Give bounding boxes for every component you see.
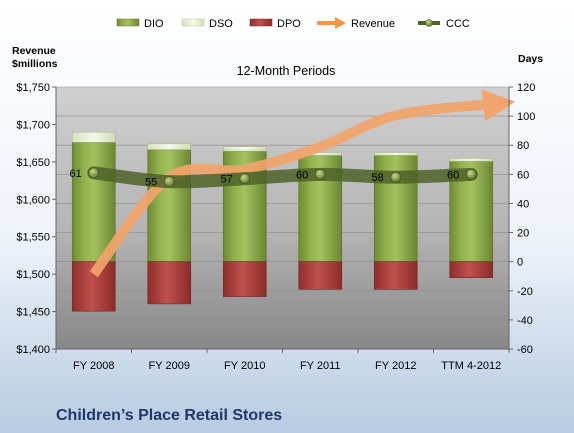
bar-dso[interactable] — [222, 146, 267, 152]
ccc-point[interactable] — [465, 169, 477, 180]
legend-item-dso[interactable]: DSO — [181, 18, 233, 30]
ccc-data-label: 58 — [372, 172, 384, 184]
legend-arrow-revenue — [335, 17, 346, 29]
bar-series — [71, 131, 494, 312]
y-left-tick-label: $1,600 — [16, 194, 50, 206]
y-left-tick-label: $1,550 — [16, 232, 50, 244]
ccc-data-label: 57 — [221, 174, 233, 186]
y-right-tick-label: -40 — [517, 315, 533, 327]
x-tick-label: FY 2011 — [300, 360, 341, 372]
axes: $1,400 $1,450 $1,500 $1,550 $1,600 $1,650 $1,7… — [16, 82, 535, 372]
y-right-tick-label: 120 — [517, 82, 535, 94]
ccc-point[interactable] — [88, 167, 100, 179]
y-right-tick-label: -20 — [517, 286, 533, 298]
bar-dpo[interactable] — [298, 261, 343, 290]
legend-label-revenue: Revenue — [351, 18, 395, 30]
y-right-tick-label: 20 — [517, 228, 529, 240]
ccc-line[interactable] — [87, 166, 478, 189]
legend-label-dio: DIO — [144, 18, 164, 30]
legend-label-dso: DSO — [209, 18, 233, 30]
ccc-point[interactable] — [390, 171, 402, 183]
bar-dso[interactable] — [71, 131, 116, 143]
revenue-line[interactable] — [89, 89, 516, 278]
legend-item-ccc[interactable]: CCC — [418, 18, 470, 30]
y-left-tick-label: $1,450 — [16, 307, 50, 319]
bar-dso[interactable] — [373, 152, 418, 156]
ccc-data-label: 60 — [447, 169, 459, 181]
chart-title: 12-Month Periods — [237, 64, 336, 78]
ccc-data-label: 55 — [145, 177, 157, 189]
y-left-tick-label: $1,500 — [16, 269, 50, 281]
legend-swatch-dso — [181, 18, 205, 27]
ccc-point[interactable] — [163, 176, 175, 187]
x-tick-label: FY 2008 — [73, 360, 114, 372]
legend: DIO DSO DPO Revenue CCC — [116, 17, 470, 30]
legend-item-revenue[interactable]: Revenue — [317, 17, 395, 30]
chart-subtitle: Children’s Place Retail Stores — [56, 407, 282, 424]
bar-dpo[interactable] — [147, 261, 192, 305]
x-tick-label: FY 2009 — [149, 360, 190, 372]
y-left-tick-label: $1,750 — [16, 82, 50, 94]
legend-label-dpo: DPO — [277, 18, 301, 30]
ccc-point[interactable] — [314, 169, 326, 180]
ccc-series: 61 55 57 60 58 60 — [70, 166, 478, 189]
y-right-tick-label: 40 — [517, 198, 529, 210]
y-right-tick-label: 100 — [517, 111, 535, 123]
y-right-tick-label: 80 — [517, 140, 529, 152]
revenue-series — [89, 89, 516, 278]
y-left-tick-label: $1,400 — [16, 344, 50, 356]
plot-area — [56, 87, 509, 349]
y-right-label: Days — [518, 53, 543, 65]
y-left-label-line1: Revenue — [12, 45, 56, 57]
ccc-data-label: 61 — [70, 168, 82, 180]
x-tick-label: TTM 4-2012 — [441, 360, 501, 372]
y-left-tick-label: $1,650 — [16, 157, 50, 169]
y-right-tick-label: 60 — [517, 169, 529, 181]
bar-dpo[interactable] — [71, 261, 116, 312]
legend-item-dpo[interactable]: DPO — [249, 18, 301, 30]
legend-swatch-dio — [116, 18, 140, 27]
legend-item-dio[interactable]: DIO — [116, 18, 164, 30]
y-left-label-line2: $millions — [12, 58, 58, 70]
bar-dpo[interactable] — [373, 261, 418, 290]
y-right-tick-label: -60 — [517, 344, 533, 356]
legend-label-ccc: CCC — [446, 18, 470, 30]
y-left-tick-label: $1,700 — [16, 119, 50, 131]
ccc-data-label: 60 — [296, 169, 308, 181]
bar-dso[interactable] — [147, 143, 192, 150]
bar-dpo[interactable] — [449, 261, 494, 278]
x-tick-label: FY 2010 — [224, 360, 265, 372]
legend-swatch-dpo — [249, 18, 273, 27]
legend-marker-ccc — [425, 19, 433, 27]
x-tick-label: FY 2012 — [375, 360, 416, 372]
bar-dpo[interactable] — [222, 261, 267, 297]
bar-dso[interactable] — [449, 158, 494, 162]
y-right-tick-label: 0 — [517, 257, 523, 269]
ccc-point[interactable] — [239, 173, 251, 184]
